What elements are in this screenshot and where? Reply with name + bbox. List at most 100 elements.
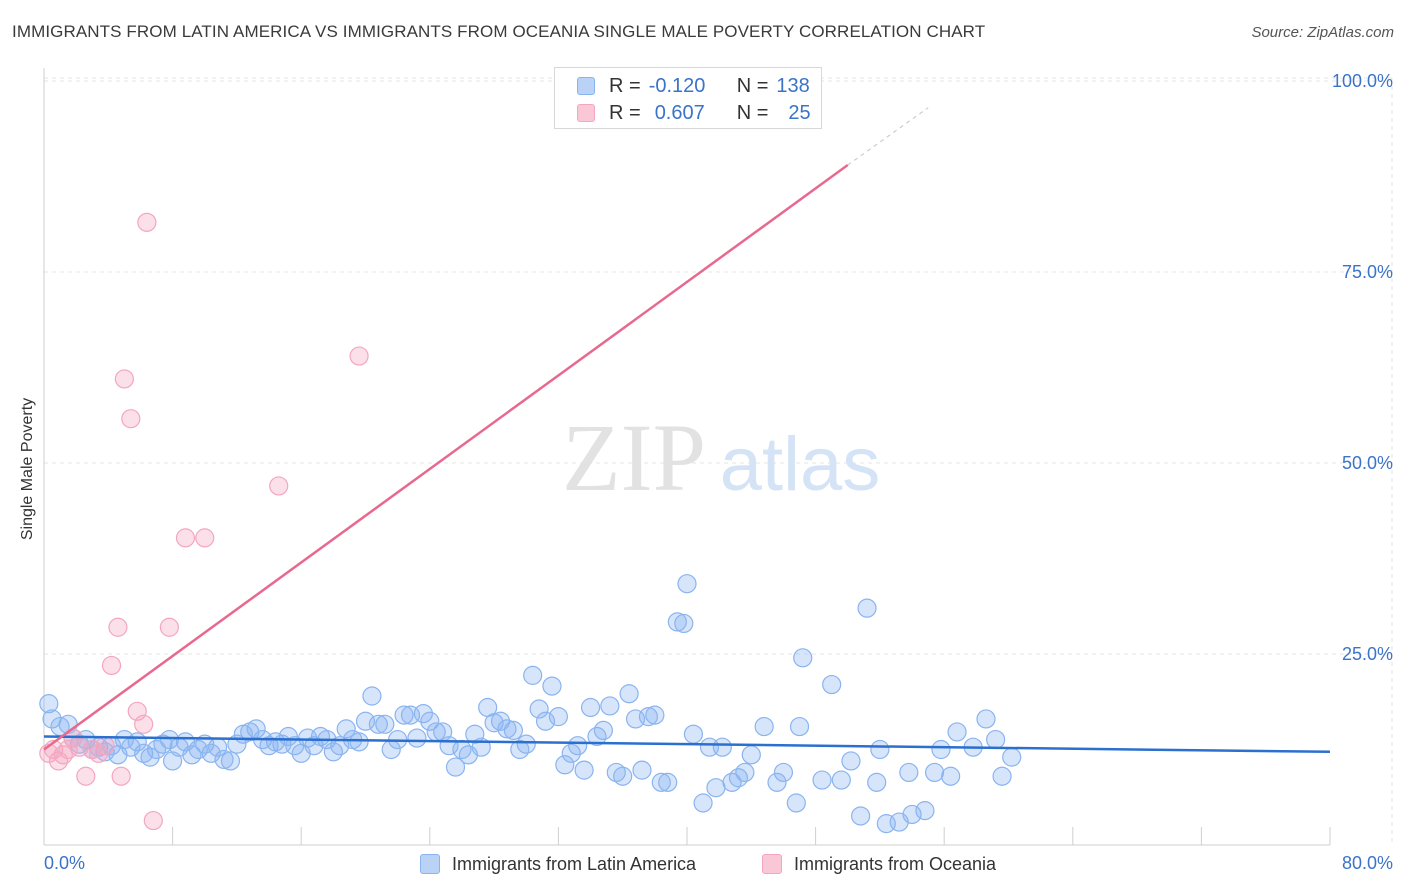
point-oceania bbox=[111, 766, 131, 786]
point-latin-america bbox=[349, 732, 369, 752]
point-latin-america bbox=[831, 770, 851, 790]
point-latin-america bbox=[902, 804, 922, 825]
point-latin-america bbox=[941, 766, 961, 786]
point-latin-america bbox=[497, 719, 517, 739]
point-latin-america bbox=[741, 745, 761, 765]
point-latin-america bbox=[841, 751, 861, 771]
point-latin-america bbox=[510, 739, 530, 760]
point-latin-america bbox=[947, 722, 967, 742]
point-oceania bbox=[159, 617, 179, 637]
point-latin-america bbox=[140, 747, 160, 767]
trend-line-oceania-extension bbox=[847, 107, 929, 166]
point-latin-america bbox=[812, 770, 832, 790]
point-latin-america bbox=[516, 734, 536, 754]
legend-n-value: 25 bbox=[788, 101, 811, 124]
point-latin-america bbox=[667, 612, 687, 632]
trend-line-oceania bbox=[43, 164, 849, 751]
point-latin-america bbox=[867, 772, 887, 792]
legend-n-value: 138 bbox=[776, 74, 810, 97]
point-oceania bbox=[134, 714, 154, 734]
point-latin-america bbox=[407, 728, 427, 748]
point-latin-america bbox=[555, 755, 575, 775]
point-latin-america bbox=[735, 762, 755, 783]
point-latin-america bbox=[767, 772, 787, 792]
point-latin-america bbox=[638, 707, 659, 727]
trend-lines bbox=[43, 107, 1331, 754]
point-latin-america bbox=[182, 745, 202, 765]
point-latin-america bbox=[220, 751, 241, 771]
point-oceania bbox=[108, 617, 128, 637]
point-latin-america bbox=[580, 697, 601, 718]
point-latin-america bbox=[368, 714, 388, 734]
point-latin-america bbox=[712, 737, 732, 757]
point-latin-america bbox=[786, 793, 806, 813]
point-latin-america bbox=[39, 694, 59, 714]
point-latin-america bbox=[651, 772, 671, 792]
point-latin-america bbox=[336, 719, 356, 739]
point-latin-america bbox=[146, 739, 167, 760]
point-latin-america bbox=[857, 598, 877, 618]
y-tick-label: 25.0% bbox=[1342, 644, 1393, 664]
point-oceania bbox=[175, 528, 196, 548]
point-oceania bbox=[195, 528, 215, 548]
legend-row-latin-america: R = -0.120 N = 138 bbox=[577, 73, 810, 99]
legend-r-value: 0.607 bbox=[654, 101, 705, 124]
data-points bbox=[39, 212, 1022, 834]
point-latin-america bbox=[976, 709, 996, 729]
point-latin-america bbox=[683, 724, 704, 744]
point-oceania bbox=[143, 810, 163, 831]
point-latin-america bbox=[931, 739, 951, 760]
bottom-legend-label: Immigrants from Latin America bbox=[452, 853, 697, 874]
point-latin-america bbox=[915, 801, 935, 821]
point-latin-america bbox=[214, 749, 234, 770]
legend-n-label: N = bbox=[736, 74, 769, 97]
correlation-legend: R = -0.120 N = 138 R = 0.607 N = 25 bbox=[554, 67, 822, 129]
point-oceania bbox=[89, 743, 109, 763]
legend-n-label: N = bbox=[736, 101, 769, 124]
point-latin-america bbox=[503, 720, 523, 741]
legend-swatch-blue bbox=[577, 77, 595, 95]
point-latin-america bbox=[992, 766, 1012, 786]
point-latin-america bbox=[706, 778, 726, 798]
point-latin-america bbox=[754, 716, 774, 737]
legend-r-value: -0.120 bbox=[648, 74, 706, 97]
point-latin-america bbox=[851, 806, 871, 826]
point-latin-america bbox=[645, 705, 665, 725]
point-latin-america bbox=[693, 793, 713, 813]
legend-swatch-pink bbox=[577, 104, 595, 122]
point-oceania bbox=[95, 736, 115, 756]
point-latin-america bbox=[413, 703, 433, 724]
point-latin-america bbox=[773, 762, 794, 783]
watermark-atlas: atlas bbox=[720, 422, 881, 507]
y-tick-label: 50.0% bbox=[1342, 453, 1393, 473]
point-latin-america bbox=[394, 705, 414, 725]
point-latin-america bbox=[728, 768, 749, 788]
bottom-legend-swatch-pink bbox=[762, 854, 782, 874]
point-oceania bbox=[76, 766, 96, 786]
legend-r-label: R = bbox=[609, 74, 641, 97]
point-latin-america bbox=[677, 574, 697, 594]
point-latin-america bbox=[789, 716, 810, 737]
x-tick-labels: 0.0% 80.0% bbox=[44, 853, 1393, 873]
point-latin-america bbox=[619, 684, 639, 704]
bottom-legend-label: Immigrants from Oceania bbox=[794, 853, 997, 874]
point-latin-america bbox=[674, 613, 694, 634]
point-latin-america bbox=[793, 648, 813, 668]
trend-line-latin-america bbox=[43, 735, 1331, 754]
source-credit: Source: ZipAtlas.com bbox=[1251, 24, 1394, 41]
point-oceania bbox=[269, 476, 289, 496]
chart-title: IMMIGRANTS FROM LATIN AMERICA VS IMMIGRA… bbox=[12, 22, 986, 41]
point-latin-america bbox=[593, 720, 614, 741]
point-latin-america bbox=[188, 739, 208, 760]
bottom-legend-latin-america: Immigrants from Latin America bbox=[420, 851, 696, 877]
point-oceania bbox=[121, 409, 141, 429]
bottom-legend-oceania: Immigrants from Oceania bbox=[762, 851, 996, 877]
y-tick-labels: 25.0% 50.0% 75.0% 100.0% bbox=[1332, 71, 1393, 664]
point-latin-america bbox=[420, 711, 440, 731]
point-oceania bbox=[349, 346, 369, 366]
point-latin-america bbox=[529, 699, 549, 719]
point-latin-america bbox=[986, 729, 1006, 750]
y-axis-label: Single Male Poverty bbox=[19, 397, 36, 541]
point-latin-america bbox=[535, 711, 556, 731]
